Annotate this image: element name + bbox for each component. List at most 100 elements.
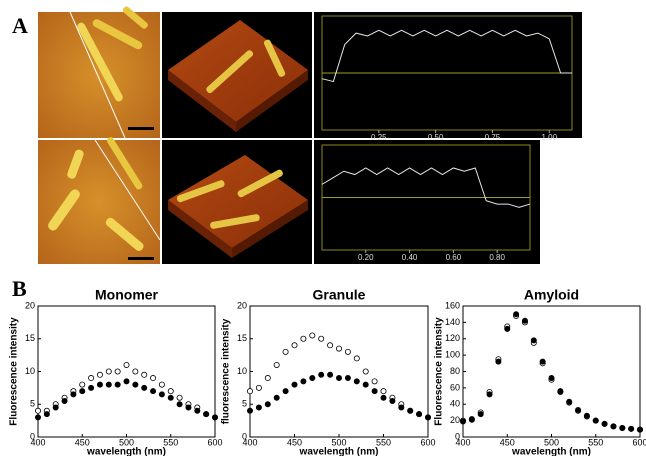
data-point (309, 375, 316, 382)
x-tick-label: 450 (500, 437, 515, 447)
data-point (273, 394, 280, 401)
data-point (362, 381, 369, 388)
data-point (371, 388, 378, 395)
data-point (344, 375, 351, 382)
x-tick-label: 500 (119, 437, 134, 447)
data-point (246, 407, 253, 414)
x-tick-label: 550 (588, 437, 603, 447)
y-tick-label: 20 (237, 300, 247, 310)
data-point (416, 411, 423, 418)
y-tick-label: 20 (450, 415, 460, 425)
data-point (380, 388, 387, 395)
x-tick-label: 400 (455, 437, 470, 447)
profile-bg (314, 140, 540, 264)
data-point (282, 388, 289, 395)
chart-title: Amyloid (524, 287, 579, 303)
data-point (88, 375, 95, 382)
y-tick-label: 0 (455, 431, 460, 441)
data-point (123, 378, 130, 385)
data-point (318, 335, 325, 342)
data-point (185, 404, 192, 411)
x-tick-label: 600 (207, 437, 222, 447)
x-tick-label: 0.60 (446, 253, 462, 262)
data-point (583, 412, 590, 419)
y-axis-label: Fluorescence intensity (9, 317, 20, 426)
y-tick-label: 15 (25, 333, 35, 343)
y-tick-label: 0 (242, 431, 247, 441)
data-point (495, 358, 502, 365)
data-point (150, 375, 157, 382)
data-point (521, 317, 528, 324)
data-point (35, 414, 42, 421)
data-point (79, 388, 86, 395)
afm-image (38, 137, 161, 264)
y-tick-label: 100 (445, 350, 460, 360)
x-tick-label: 400 (242, 437, 257, 447)
afm-3d (162, 12, 312, 138)
profile-line (321, 167, 531, 208)
data-point (344, 348, 351, 355)
x-tick-label: 450 (75, 437, 90, 447)
data-point (114, 368, 121, 375)
data-point (291, 381, 298, 388)
data-point (255, 404, 262, 411)
data-point (318, 371, 325, 378)
profile-line (321, 29, 572, 83)
data-point (486, 391, 493, 398)
data-point (61, 397, 68, 404)
data-point (150, 388, 157, 395)
data-point (43, 411, 50, 418)
data-point (96, 381, 103, 388)
data-point (362, 368, 369, 375)
y-tick-label: 20 (25, 300, 35, 310)
x-tick-label: 0.20 (358, 253, 374, 262)
y-tick-label: 140 (445, 317, 460, 327)
x-axis-label: wavelength (nm) (511, 447, 591, 456)
data-point (557, 388, 564, 395)
x-tick-label: 0.25 (371, 133, 387, 142)
data-point (335, 375, 342, 382)
data-point (575, 406, 582, 413)
data-point (548, 375, 555, 382)
data-point (353, 355, 360, 362)
x-tick-label: 550 (163, 437, 178, 447)
data-point (167, 388, 174, 395)
chart-title: Monomer (95, 287, 159, 303)
x-tick-label: 500 (544, 437, 559, 447)
data-point (300, 378, 307, 385)
panel-label: B (12, 276, 27, 301)
x-axis-label: wavelength (nm) (86, 447, 166, 456)
data-point (327, 342, 334, 349)
data-point (132, 381, 139, 388)
data-point (637, 426, 644, 433)
y-axis-label: Fluorescence intensity (434, 317, 445, 426)
chart-title: Granule (313, 287, 366, 303)
data-point (123, 361, 130, 368)
data-point (309, 332, 316, 339)
data-point (407, 407, 414, 414)
data-point (592, 417, 599, 424)
data-point (264, 375, 271, 382)
data-point (167, 394, 174, 401)
data-point (176, 394, 183, 401)
y-tick-label: 160 (445, 300, 460, 310)
data-point (211, 414, 218, 421)
afm-3d (162, 140, 312, 264)
data-point (619, 424, 626, 431)
x-tick-label: 550 (376, 437, 391, 447)
y-tick-label: 0 (30, 431, 35, 441)
data-point (141, 384, 148, 391)
data-point (513, 311, 520, 318)
y-tick-label: 15 (237, 333, 247, 343)
y-tick-label: 5 (242, 399, 247, 409)
data-point (398, 404, 405, 411)
data-point (105, 381, 112, 388)
data-point (459, 418, 466, 425)
data-point (601, 420, 608, 427)
data-point (504, 325, 511, 332)
data-point (477, 411, 484, 418)
data-point (114, 381, 121, 388)
data-point (273, 361, 280, 368)
data-point (105, 368, 112, 375)
data-point (255, 384, 262, 391)
